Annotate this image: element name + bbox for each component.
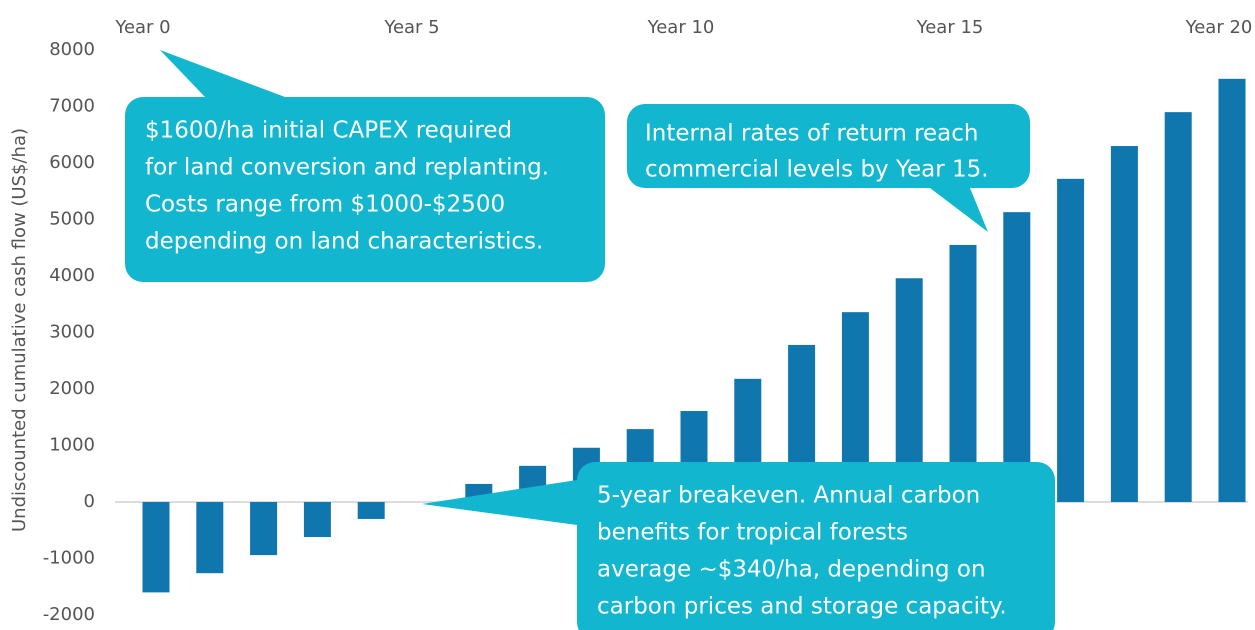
y-tick-label: -1000 — [43, 548, 95, 569]
callout-text: average ~$340/ha, depending on — [597, 557, 986, 583]
y-tick-label: 4000 — [49, 265, 95, 286]
bar — [1164, 112, 1192, 503]
callout-text: carbon prices and storage capacity. — [597, 594, 1007, 620]
y-tick-label: 7000 — [49, 96, 95, 117]
y-tick-label: 6000 — [49, 152, 95, 173]
bar — [1110, 146, 1138, 503]
y-tick-label: -2000 — [43, 604, 95, 625]
x-tick-label: Year 20 — [1185, 17, 1253, 38]
callout-text: 5-year breakeven. Annual carbon — [597, 483, 980, 509]
bar — [357, 502, 385, 519]
callout-text: Costs range from $1000-$2500 — [145, 192, 505, 218]
callout-box — [577, 462, 1055, 630]
bar — [196, 502, 224, 574]
y-axis-label: Undiscounted cumulative cash flow (US$/h… — [9, 128, 30, 532]
y-tick-label: 3000 — [49, 322, 95, 343]
bar — [303, 502, 331, 538]
y-tick-label: 1000 — [49, 435, 95, 456]
bar — [1003, 212, 1031, 502]
y-tick-label: 8000 — [49, 39, 95, 60]
bar — [1057, 178, 1085, 502]
callout-text: $1600/ha initial CAPEX required — [145, 118, 512, 144]
bar — [1218, 78, 1246, 502]
callout-text: for land conversion and replanting. — [145, 155, 549, 181]
bar — [250, 502, 278, 556]
callout-text: benefits for tropical forests — [597, 520, 908, 546]
callout-pointer — [422, 480, 577, 525]
callout-pointer — [930, 188, 988, 232]
callout-box — [125, 97, 605, 282]
callout-box — [627, 104, 1030, 188]
x-tick-label: Year 15 — [916, 17, 984, 38]
callout-text: commercial levels by Year 15. — [645, 157, 989, 183]
x-tick-label: Year 10 — [647, 17, 715, 38]
callout-text: depending on land characteristics. — [145, 229, 543, 255]
y-tick-label: 2000 — [49, 378, 95, 399]
bar — [949, 244, 977, 503]
y-tick-label: 5000 — [49, 209, 95, 230]
callout-text: Internal rates of return reach — [645, 121, 979, 147]
x-tick-label: Year 0 — [114, 17, 170, 38]
y-tick-label: 0 — [84, 491, 95, 512]
x-tick-label: Year 5 — [383, 17, 439, 38]
callout-pointer — [160, 50, 285, 97]
bar — [142, 502, 170, 593]
